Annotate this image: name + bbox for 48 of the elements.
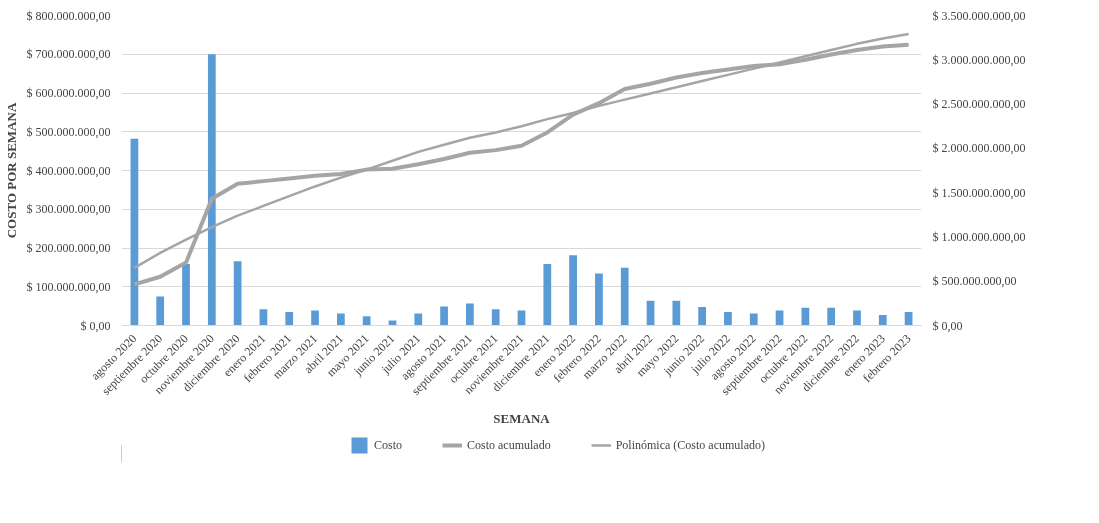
y-tick-label: $ 400.000.000,00 — [26, 163, 111, 178]
y2-tick-label: $ 1.000.000.000,00 — [932, 229, 1026, 244]
bar — [724, 311, 732, 326]
legend-label: Costo acumulado — [467, 437, 551, 453]
bar — [182, 263, 190, 326]
y2-tick-label: $ 3.000.000.000,00 — [932, 52, 1026, 67]
bar — [569, 255, 577, 326]
bar — [749, 313, 758, 326]
bar — [156, 296, 165, 326]
y-tick-label: $ 600.000.000,00 — [26, 86, 111, 100]
bar — [672, 300, 681, 326]
bar — [285, 311, 294, 326]
bar — [466, 303, 474, 326]
y2-tick-label: $ 500.000.000,00 — [932, 274, 1017, 289]
legend-label: Costo — [374, 437, 403, 453]
y-tick-label: $ 100.000.000,00 — [26, 279, 111, 294]
legend-label: Polinómica (Costo acumulado) — [615, 437, 765, 453]
bar — [517, 310, 526, 326]
bar — [827, 307, 836, 326]
bar — [878, 315, 887, 326]
bar — [311, 310, 319, 326]
bar — [414, 313, 423, 326]
y-tick-label: $ 500.000.000,00 — [26, 124, 111, 139]
y-axis-title: COSTO POR SEMANA — [3, 102, 19, 239]
bar — [698, 306, 707, 326]
y-tick-label: $ 700.000.000,00 — [26, 47, 111, 62]
y2-tick-label: $ 1.500.000.000,00 — [932, 185, 1026, 200]
bar — [440, 306, 448, 326]
y2-tick-label: $ 2.500.000.000,00 — [932, 97, 1026, 112]
x-axis-title: SEMANA — [493, 410, 551, 426]
bar — [362, 316, 371, 326]
bar — [543, 263, 552, 326]
y-tick-label: $ 0,00 — [80, 318, 111, 333]
bar — [491, 309, 500, 326]
bar — [620, 267, 629, 326]
bar — [595, 273, 603, 326]
y2-tick-label: $ 2.000.000.000,00 — [932, 141, 1026, 156]
y-tick-label: $ 800.000.000,00 — [26, 8, 111, 23]
bar — [207, 54, 216, 326]
bar — [388, 320, 397, 326]
bar — [775, 310, 784, 326]
bar — [336, 313, 345, 326]
y-tick-label: $ 200.000.000,00 — [26, 241, 111, 255]
bar — [233, 261, 242, 326]
y-tick-label: $ 300.000.000,00 — [26, 202, 111, 217]
y2-tick-label: $ 3.500.000.000,00 — [932, 8, 1026, 23]
bar — [853, 310, 861, 326]
y2-tick-label: $ 0,00 — [932, 318, 963, 333]
